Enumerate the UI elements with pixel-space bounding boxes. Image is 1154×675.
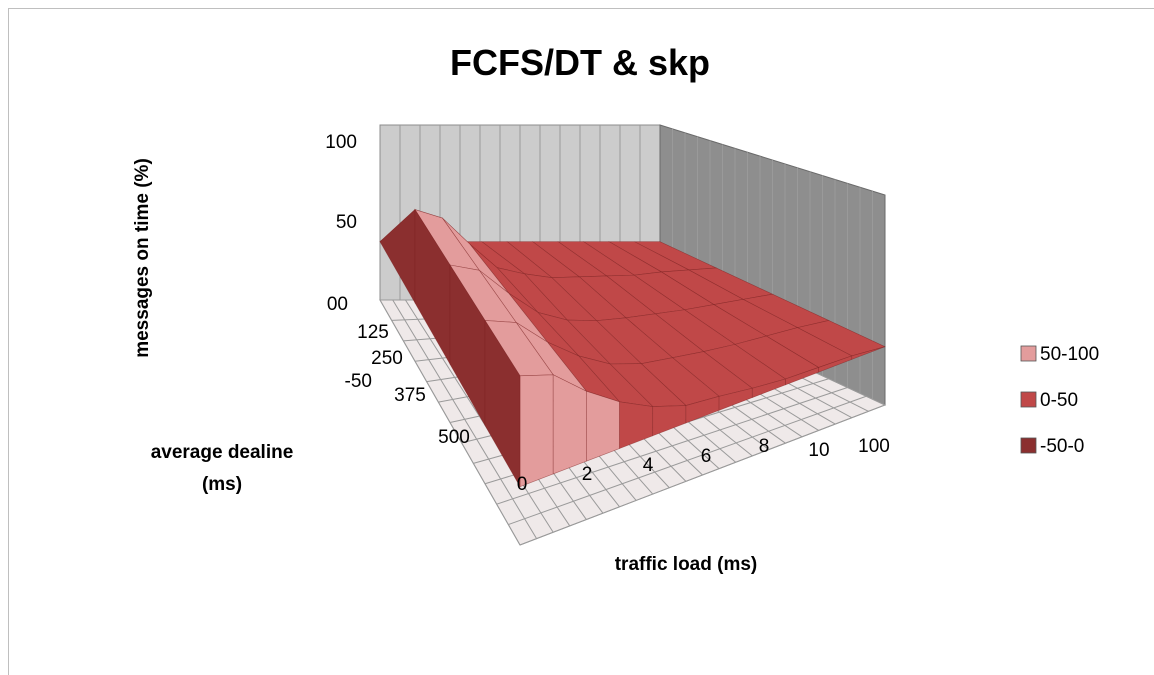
z-tick-label: -50 bbox=[345, 371, 372, 392]
traffic-tick-label: 100 bbox=[858, 436, 890, 457]
traffic-tick-label: 8 bbox=[759, 436, 770, 457]
legend-label: 0-50 bbox=[1040, 390, 1078, 411]
legend-swatch bbox=[1020, 391, 1037, 408]
deadline-tick-label: 500 bbox=[438, 427, 470, 448]
legend-label: -50-0 bbox=[1040, 436, 1084, 457]
deadline-tick-label: 125 bbox=[357, 322, 389, 343]
z-axis-label: messages on time (%) bbox=[132, 158, 153, 358]
z-axis-ticks: -50 00 50 100 bbox=[325, 132, 372, 392]
floor-gridline bbox=[496, 387, 848, 505]
traffic-tick-label: 6 bbox=[701, 446, 712, 467]
surface-front-face bbox=[851, 346, 886, 360]
legend-label: 50-100 bbox=[1040, 344, 1099, 365]
deadline-axis-ticks: 125 250 375 500 bbox=[357, 322, 470, 448]
surface-left-face bbox=[484, 319, 521, 488]
legend: 50-100 0-50 -50-0 bbox=[1020, 344, 1099, 457]
traffic-axis-ticks: 0 2 4 6 8 10 100 bbox=[517, 436, 890, 495]
chart-title: FCFS/DT & skp bbox=[450, 42, 710, 83]
z-tick-label: 100 bbox=[325, 132, 357, 153]
deadline-axis-label-line2: (ms) bbox=[202, 474, 242, 495]
deadline-tick-label: 250 bbox=[371, 348, 403, 369]
traffic-tick-label: 10 bbox=[808, 440, 829, 461]
deadline-tick-label: 375 bbox=[394, 385, 426, 406]
deadline-axis-label-line1: average dealine bbox=[151, 442, 294, 463]
traffic-axis-label: traffic load (ms) bbox=[615, 554, 758, 575]
z-tick-label: 50 bbox=[336, 212, 357, 233]
floor-gridline bbox=[508, 395, 867, 526]
legend-swatch bbox=[1020, 437, 1037, 454]
traffic-tick-label: 0 bbox=[517, 474, 528, 495]
legend-swatch bbox=[1020, 345, 1037, 362]
traffic-tick-label: 2 bbox=[582, 464, 593, 485]
traffic-tick-label: 4 bbox=[643, 455, 654, 476]
z-tick-label: 00 bbox=[327, 294, 348, 315]
floor-gridline bbox=[519, 404, 886, 546]
surface-front-face bbox=[552, 374, 587, 475]
surface-plot bbox=[379, 208, 886, 488]
chart-frame bbox=[8, 8, 1154, 675]
surface-front-face bbox=[586, 390, 620, 462]
surface-front-face bbox=[519, 374, 554, 488]
